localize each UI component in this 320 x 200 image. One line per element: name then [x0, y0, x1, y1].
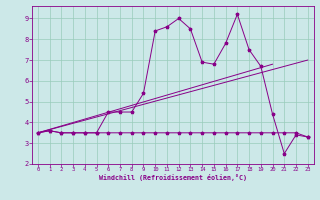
X-axis label: Windchill (Refroidissement éolien,°C): Windchill (Refroidissement éolien,°C)	[99, 174, 247, 181]
